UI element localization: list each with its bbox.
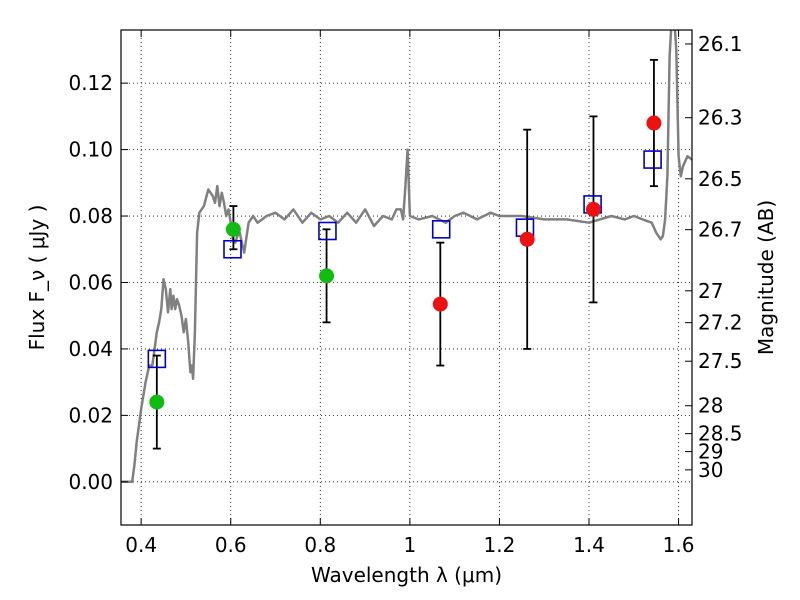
y-tick-label: 0.08 — [68, 204, 113, 228]
y-tick-label: 0.12 — [68, 71, 113, 95]
x-tick-label: 1 — [403, 533, 416, 557]
y2-tick-label: 26.7 — [698, 218, 743, 242]
x-tick-label: 0.6 — [215, 533, 247, 557]
y-axis-label: Flux F_ν ( μJy ) — [25, 205, 49, 351]
y2-tick-label: 27.5 — [698, 349, 743, 373]
data-point — [149, 394, 165, 410]
model-square-point — [643, 150, 662, 169]
data-point — [646, 115, 662, 131]
y-tick-label: 0.04 — [68, 337, 113, 361]
y2-tick-label: 28.5 — [698, 422, 743, 446]
grid — [121, 30, 692, 525]
y2-tick-label: 26.5 — [698, 167, 743, 191]
x-axis-label: Wavelength λ (μm) — [311, 563, 502, 587]
y-tick-label: 0.06 — [68, 270, 113, 294]
y2-tick-label: 29 — [698, 440, 723, 464]
y-tick-label: 0.00 — [68, 470, 113, 494]
x-tick-label: 1.6 — [663, 533, 695, 557]
y-tick-label: 0.02 — [68, 403, 113, 427]
model-square-point — [431, 220, 451, 239]
y2-axis-label: Magnitude (AB) — [754, 200, 778, 355]
data-point — [319, 268, 335, 284]
sed-model-line — [121, 30, 692, 484]
x-tick-label: 0.4 — [125, 533, 157, 557]
y2-tick-label: 27.2 — [698, 311, 743, 335]
plot-area — [121, 30, 692, 484]
data-point — [519, 231, 535, 247]
model-square-point — [318, 221, 337, 241]
plot-frame — [120, 29, 693, 526]
model-square-point — [147, 349, 167, 369]
y2-tick-label: 27 — [698, 279, 723, 303]
y2-tick-label: 26.1 — [698, 32, 743, 56]
y2-tick-label: 28 — [698, 394, 723, 418]
x-tick-label: 1.2 — [484, 533, 516, 557]
x-tick-label: 1.4 — [573, 533, 605, 557]
data-point — [585, 201, 601, 217]
data-point — [432, 296, 448, 312]
model-square-point — [223, 239, 242, 259]
ticks: 0.4 0.6 0.8 1 1.2 1.4 1.6 0.00 0.02 0.04 0.06 0.08 0… — [68, 30, 743, 557]
y-tick-label: 0.10 — [68, 138, 113, 162]
y2-tick-label: 26.3 — [698, 106, 743, 130]
x-tick-label: 0.8 — [304, 533, 336, 557]
data-point — [225, 221, 241, 237]
y2-tick-label: 30 — [698, 458, 723, 482]
markers — [147, 58, 662, 450]
